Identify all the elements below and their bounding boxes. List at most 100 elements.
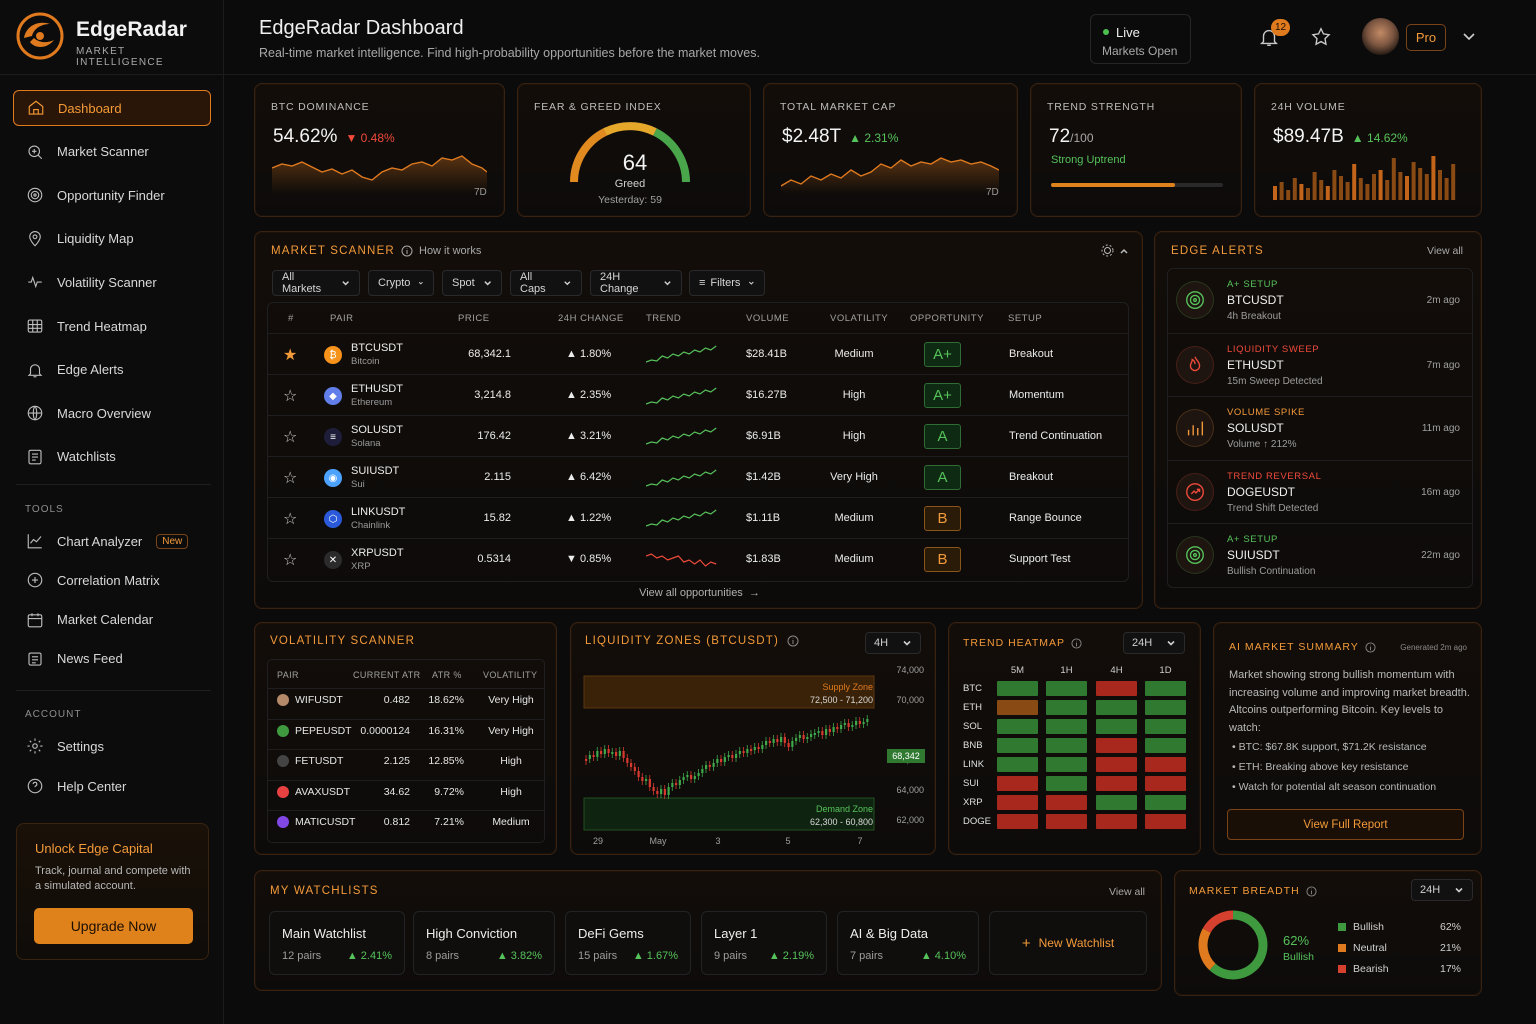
star-icon[interactable]: ☆ <box>283 511 298 528</box>
table-row[interactable]: ☆ ✕ XRPUSDT XRP 0.5314 ▼ 0.85% $1.83B Medium B Su… <box>268 538 1128 579</box>
star-filled-icon[interactable]: ★ <box>283 347 298 364</box>
star-icon[interactable] <box>1310 26 1332 48</box>
watchlists-view-all-link[interactable]: View all <box>1109 886 1145 898</box>
column-header[interactable]: # <box>288 313 294 324</box>
how-it-works-link[interactable]: How it works <box>401 245 481 257</box>
column-header[interactable]: CURRENT ATR <box>353 670 421 680</box>
column-header[interactable]: 24H CHANGE <box>558 313 624 324</box>
watchlist-card[interactable]: High Conviction 8 pairs ▲ 3.82% <box>413 911 555 975</box>
sidebar-item-settings[interactable]: Settings <box>13 728 211 764</box>
heatmap-cell[interactable] <box>1096 700 1137 715</box>
column-header[interactable]: TREND <box>646 313 682 324</box>
watchlist-card[interactable]: AI & Big Data 7 pairs ▲ 4.10% <box>837 911 979 975</box>
chevron-down-icon[interactable] <box>1461 28 1477 44</box>
watchlist-card[interactable]: DeFi Gems 15 pairs ▲ 1.67% <box>565 911 691 975</box>
heatmap-cell[interactable] <box>1096 776 1137 791</box>
watchlist-card[interactable]: Main Watchlist 12 pairs ▲ 2.41% <box>269 911 405 975</box>
info-icon[interactable] <box>1306 885 1317 897</box>
sidebar-item-opportunity-finder[interactable]: Opportunity Finder <box>13 177 211 213</box>
column-header[interactable]: VOLATILITY <box>830 313 889 324</box>
timeframe-select[interactable]: 4H <box>865 632 922 654</box>
column-header[interactable]: VOLATILITY <box>483 670 538 680</box>
heatmap-cell[interactable] <box>1145 795 1186 810</box>
table-row[interactable]: ☆ ⬡ LINKUSDT Chainlink 15.82 ▲ 1.22% $1.11B Med… <box>268 497 1128 538</box>
table-row[interactable]: ☆ ≡ SOLUSDT Solana 176.42 ▲ 3.21% $6.91B High A T… <box>268 415 1128 456</box>
filter-crypto[interactable]: Crypto <box>368 270 434 296</box>
upgrade-button[interactable]: Upgrade Now <box>34 908 193 944</box>
sidebar-item-correlation-matrix[interactable]: Correlation Matrix <box>13 562 211 598</box>
gear-icon[interactable] <box>1101 244 1114 257</box>
btc-dominance-card[interactable]: BTC DOMINANCE 54.62% ▼ 0.48% 7D <box>254 83 505 217</box>
chevron-up-icon[interactable] <box>1119 246 1129 256</box>
filter-all-markets[interactable]: All Markets <box>272 270 360 296</box>
heatmap-cell[interactable] <box>1096 681 1137 696</box>
heatmap-cell[interactable] <box>1046 700 1087 715</box>
sidebar-item-news-feed[interactable]: News Feed <box>13 641 211 677</box>
star-icon[interactable]: ☆ <box>283 470 298 487</box>
info-icon[interactable] <box>787 635 799 647</box>
column-header[interactable]: ATR % <box>432 670 462 680</box>
heatmap-cell[interactable] <box>997 700 1038 715</box>
heatmap-cell[interactable] <box>1096 757 1137 772</box>
info-icon[interactable] <box>1365 641 1376 653</box>
heatmap-cell[interactable] <box>997 795 1038 810</box>
heatmap-cell[interactable] <box>997 738 1038 753</box>
heatmap-cell[interactable] <box>1046 738 1087 753</box>
column-header[interactable]: SETUP <box>1008 313 1043 324</box>
alert-item[interactable]: VOLUME SPIKE SOLUSDT Volume ↑ 212% 11m ago <box>1168 396 1472 460</box>
heatmap-cell[interactable] <box>1046 757 1087 772</box>
sidebar-item-liquidity-map[interactable]: Liquidity Map <box>13 221 211 257</box>
fear-greed-card[interactable]: FEAR & GREED INDEX 64 Greed Yesterday: 5… <box>517 83 751 217</box>
sidebar-item-trend-heatmap[interactable]: Trend Heatmap <box>13 308 211 344</box>
alert-item[interactable]: LIQUIDITY SWEEP ETHUSDT 15m Sweep Detected… <box>1168 332 1472 397</box>
heatmap-cell[interactable] <box>1145 738 1186 753</box>
trend-strength-card[interactable]: TREND STRENGTH 72/100 Strong Uptrend <box>1030 83 1242 217</box>
heatmap-cell[interactable] <box>1096 719 1137 734</box>
heatmap-cell[interactable] <box>997 681 1038 696</box>
heatmap-cell[interactable] <box>1096 814 1137 829</box>
brand[interactable]: EdgeRadar MARKET INTELLIGENCE <box>16 12 216 68</box>
alert-item[interactable]: A+ SETUP BTCUSDT 4h Breakout 2m ago <box>1168 269 1472 333</box>
heatmap-cell[interactable] <box>1145 719 1186 734</box>
sidebar-item-volatility-scanner[interactable]: Volatility Scanner <box>13 264 211 300</box>
view-full-report-button[interactable]: View Full Report <box>1227 809 1464 840</box>
sidebar-item-help-center[interactable]: Help Center <box>13 768 211 804</box>
filter-all-caps[interactable]: All Caps <box>510 270 582 296</box>
star-icon[interactable]: ☆ <box>283 429 298 446</box>
column-header[interactable]: OPPORTUNITY <box>910 313 984 324</box>
filter-filters[interactable]: ≡ Filters <box>689 270 765 296</box>
heatmap-cell[interactable] <box>1046 776 1087 791</box>
info-icon[interactable] <box>1071 637 1082 649</box>
table-row[interactable]: ★ ₿ BTCUSDT Bitcoin 68,342.1 ▲ 1.80% $28.41B Me… <box>268 333 1128 374</box>
sidebar-item-watchlists[interactable]: Watchlists <box>13 439 211 475</box>
heatmap-cell[interactable] <box>1145 757 1186 772</box>
heatmap-cell[interactable] <box>1145 776 1186 791</box>
heatmap-cell[interactable] <box>997 757 1038 772</box>
timeframe-select[interactable]: 24H <box>1123 632 1186 654</box>
heatmap-cell[interactable] <box>997 719 1038 734</box>
table-row[interactable]: ☆ ◉ SUIUSDT Sui 2.115 ▲ 6.42% $1.42B Very High A… <box>268 456 1128 497</box>
sidebar-item-market-calendar[interactable]: Market Calendar <box>13 602 211 638</box>
heatmap-cell[interactable] <box>1145 681 1186 696</box>
timeframe-select[interactable]: 24H <box>1411 879 1474 901</box>
heatmap-cell[interactable] <box>1096 795 1137 810</box>
sidebar-item-market-scanner[interactable]: Market Scanner <box>13 134 211 170</box>
heatmap-cell[interactable] <box>1145 814 1186 829</box>
alert-item[interactable]: A+ SETUP SUIUSDT Bullish Continuation 22m a… <box>1168 523 1472 587</box>
heatmap-cell[interactable] <box>1096 738 1137 753</box>
heatmap-cell[interactable] <box>1046 681 1087 696</box>
sidebar-item-edge-alerts[interactable]: Edge Alerts <box>13 352 211 388</box>
new-watchlist-button[interactable]: + New Watchlist <box>989 911 1147 975</box>
star-icon[interactable]: ☆ <box>283 388 298 405</box>
star-icon[interactable]: ☆ <box>283 552 298 569</box>
view-all-opportunities-link[interactable]: View all opportunities → <box>255 587 1144 599</box>
column-header[interactable]: PRICE <box>458 313 490 324</box>
avatar[interactable] <box>1362 18 1399 55</box>
sidebar-item-dashboard[interactable]: Dashboard <box>13 90 211 126</box>
heatmap-cell[interactable] <box>1046 814 1087 829</box>
plan-badge[interactable]: Pro <box>1406 24 1446 51</box>
table-row[interactable]: ☆ ◆ ETHUSDT Ethereum 3,214.8 ▲ 2.35% $16.27B Hi… <box>268 374 1128 415</box>
filter-spot[interactable]: Spot <box>442 270 502 296</box>
alerts-view-all-link[interactable]: View all <box>1427 245 1463 257</box>
heatmap-cell[interactable] <box>997 814 1038 829</box>
